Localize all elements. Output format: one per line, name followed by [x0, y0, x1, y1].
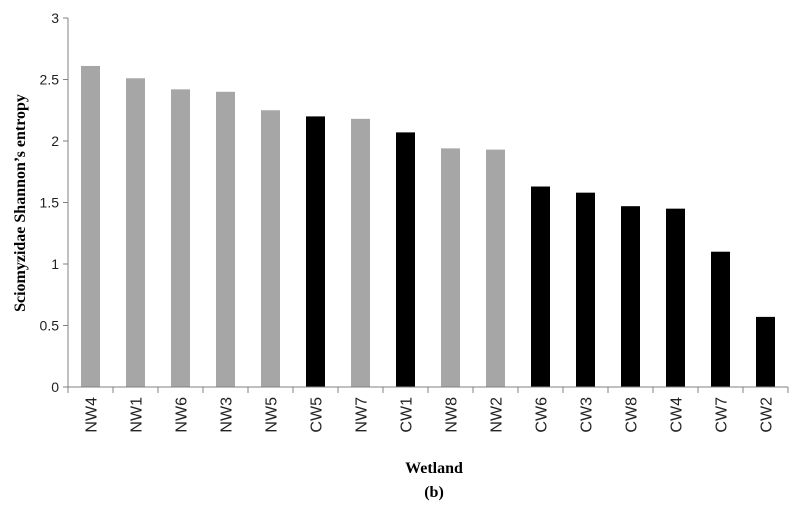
y-tick-label: 1 [51, 256, 59, 272]
x-tick-label: NW8 [444, 397, 461, 433]
y-axis-title: Sciomyzidae Shannon’s entropy [12, 94, 29, 312]
x-tick-label: NW5 [264, 397, 281, 433]
x-axis-ticks [67, 387, 789, 393]
bar-cw3 [576, 192, 595, 387]
y-axis-ticks: 0 0.5 1 1.5 2 2.5 3 [40, 10, 68, 395]
x-axis-labels: NW4 NW1 NW6 NW3 NW5 CW5 NW7 CW1 NW8 NW2 CW6 CW3 CW8 C… [84, 397, 776, 433]
bar-nw8 [441, 148, 460, 387]
bar-nw2 [486, 149, 505, 387]
x-tick-label: CW7 [714, 397, 731, 433]
bar-cw5 [306, 116, 325, 388]
bar-cw6 [531, 186, 550, 387]
x-tick-label: CW5 [309, 397, 326, 433]
y-tick-label: 1.5 [40, 195, 60, 211]
bar-cw8 [621, 206, 640, 387]
y-tick-label: 0 [51, 379, 59, 395]
x-tick-label: CW1 [399, 397, 416, 433]
x-tick-label: CW6 [534, 397, 551, 433]
x-tick-label: CW2 [759, 397, 776, 433]
y-tick-label: 3 [51, 10, 59, 26]
x-tick-label: NW3 [219, 397, 236, 433]
bar-nw6 [171, 89, 190, 387]
x-tick-label: NW7 [354, 397, 371, 433]
x-tick-label: CW8 [624, 397, 641, 433]
bar-nw5 [261, 110, 280, 387]
x-tick-label: NW2 [489, 397, 506, 433]
bar-cw7 [711, 251, 730, 387]
x-tick-label: NW4 [84, 397, 101, 433]
bars [81, 65, 775, 388]
bar-nw1 [126, 78, 145, 388]
x-axis-title: Wetland [405, 460, 463, 477]
bar-nw7 [351, 118, 370, 388]
bar-cw1 [396, 132, 415, 387]
bar-nw4 [81, 65, 100, 387]
x-tick-label: NW6 [174, 397, 191, 433]
y-tick-label: 2 [51, 133, 59, 149]
bar-cw2 [756, 316, 775, 387]
y-tick-label: 2.5 [40, 72, 60, 88]
bar-nw3 [216, 91, 235, 388]
figure-caption: (b) [424, 484, 444, 501]
x-tick-label: CW4 [669, 397, 686, 433]
x-tick-label: NW1 [129, 397, 146, 433]
y-tick-label: 0.5 [40, 318, 60, 334]
bar-cw4 [666, 208, 685, 387]
x-tick-label: CW3 [579, 397, 596, 433]
